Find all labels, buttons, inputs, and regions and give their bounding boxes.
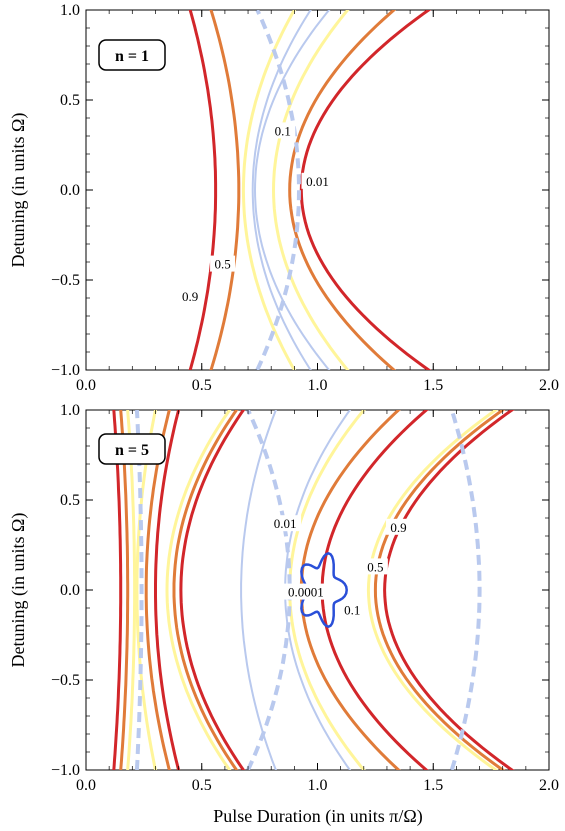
contour-label-bg [339,601,365,618]
panel-label: n = 5 [115,442,149,459]
contour-0-1-line [165,410,232,770]
contour-0-9-line [154,410,181,770]
y-tick-label: 0.5 [60,492,80,509]
panel-legend: n = 1 [98,39,166,71]
contour-label-bg [177,288,203,304]
plot-frame [85,9,550,371]
y-tick-label: 0.0 [60,182,80,199]
contour-0-01-line [240,410,277,770]
y-tick-label: 0.0 [60,582,80,599]
contour-0-01-line [251,10,312,370]
low-level-contours [255,10,302,370]
y-axis-title: Detuning (in units Ω) [8,113,29,268]
contour-0-5-line [209,10,241,370]
contour-label-bg [301,172,334,189]
x-tick-label: 2.0 [539,777,559,794]
panel-n5: 0.9 0.5 0.1 0.01 0.0001 0.0 0.5 1.0 1.5 2.0 −1.0 −… [8,402,559,827]
x-tick-label: 1.0 [308,777,328,794]
x-tick-label: 2.0 [539,377,559,394]
contour-label: 0.1 [344,603,360,618]
y-tick-label: −0.5 [51,272,80,289]
contour-label: 0.01 [274,516,297,531]
contour-0-5-line [373,410,506,770]
contour-label-bg [210,255,236,272]
x-tick-label: 1.5 [423,377,443,394]
contour-0-5-line [288,10,397,370]
contour-label-bg [386,518,412,535]
axis-ticks: 0.0 0.5 1.0 1.5 2.0 −1.0 −0.5 0.0 0.5 1.0 [51,2,559,394]
contour-label: 0.9 [390,520,406,535]
y-tick-label: 0.5 [60,92,80,109]
contour-label-bg [269,515,302,532]
x-tick-label: 1.0 [308,377,328,394]
contour-label: 0.5 [367,559,383,574]
contour-label: 0.01 [306,174,329,189]
contour-0-9-line [383,410,515,770]
contour-label-bg [282,583,329,600]
contour-0-9-line [188,10,218,370]
x-tick-label: 0.5 [192,777,212,794]
contour-0-9-line [179,410,246,770]
contour-0-001-band [449,410,482,770]
y-axis-title: Detuning (in units Ω) [8,513,29,668]
contour-label-bg [362,558,388,575]
y-tick-label: 1.0 [60,402,80,419]
contour-0-9-line [299,10,432,370]
contour-label: 0.1 [275,123,291,138]
contour-0-01-line [253,10,331,370]
contour-0-001-band [134,410,144,770]
contour-0-001-line [255,10,302,370]
contour-0-1-line [366,410,499,770]
x-tick-label: 0.5 [192,377,212,394]
contour-labels: 0.9 0.5 0.1 0.01 [177,122,334,304]
x-axis-title: Pulse Duration (in units π/Ω) [213,806,422,827]
contour-0-001-band [246,410,292,770]
y-tick-label: 1.0 [60,2,80,19]
contour-label-bg [270,122,296,139]
legend-box [98,433,166,465]
y-tick-label: −1.0 [51,362,80,379]
y-tick-label: −0.5 [51,672,80,689]
legend-box [98,39,166,71]
contour-label: 0.5 [214,257,230,272]
contour-labels: 0.9 0.5 0.1 0.01 0.0001 [269,515,412,618]
x-tick-label: 0.0 [76,377,96,394]
x-tick-label: 0.0 [76,777,96,794]
contour-0-1-line [271,10,350,370]
panel-legend: n = 5 [98,433,166,465]
contour-lines [188,10,432,370]
contour-0-5-line [172,410,239,770]
contour-label: 0.0001 [288,585,324,600]
axis-ticks: 0.0 0.5 1.0 1.5 2.0 −1.0 −0.5 0.0 0.5 1.0 [51,402,559,794]
contour-label: 0.9 [182,289,198,304]
contour-0-1-line [241,10,297,370]
y-tick-label: −1.0 [51,762,80,779]
x-tick-label: 1.5 [423,777,443,794]
panel-label: n = 1 [115,48,149,65]
panel-n1: 0.90.50.10.01 0.0 0.5 1.0 1.5 2.0−1.0−0.50.0… [8,2,559,394]
